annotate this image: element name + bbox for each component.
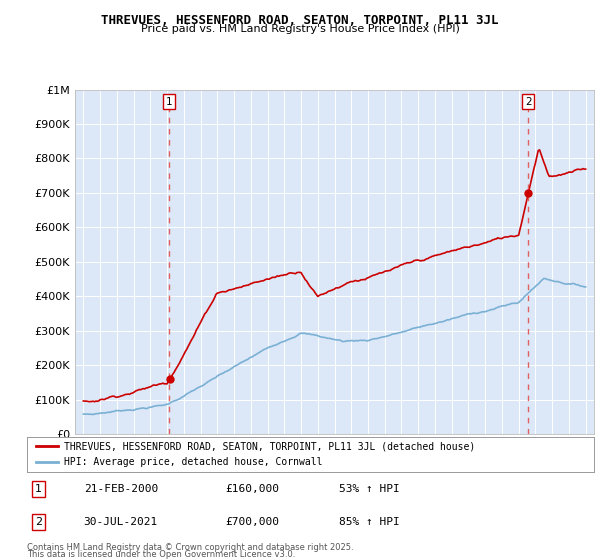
Text: THREVUES, HESSENFORD ROAD, SEATON, TORPOINT, PL11 3JL (detached house): THREVUES, HESSENFORD ROAD, SEATON, TORPO… bbox=[64, 441, 475, 451]
Text: HPI: Average price, detached house, Cornwall: HPI: Average price, detached house, Corn… bbox=[64, 457, 322, 467]
Text: 53% ↑ HPI: 53% ↑ HPI bbox=[339, 484, 400, 494]
Text: 2: 2 bbox=[525, 97, 532, 106]
Text: 2: 2 bbox=[35, 517, 42, 527]
Text: 1: 1 bbox=[35, 484, 42, 494]
Text: 21-FEB-2000: 21-FEB-2000 bbox=[84, 484, 158, 494]
Text: THREVUES, HESSENFORD ROAD, SEATON, TORPOINT, PL11 3JL: THREVUES, HESSENFORD ROAD, SEATON, TORPO… bbox=[101, 14, 499, 27]
Text: £160,000: £160,000 bbox=[226, 484, 280, 494]
Text: This data is licensed under the Open Government Licence v3.0.: This data is licensed under the Open Gov… bbox=[27, 550, 295, 559]
Text: 30-JUL-2021: 30-JUL-2021 bbox=[84, 517, 158, 527]
Text: £700,000: £700,000 bbox=[226, 517, 280, 527]
Text: Contains HM Land Registry data © Crown copyright and database right 2025.: Contains HM Land Registry data © Crown c… bbox=[27, 543, 353, 552]
Text: Price paid vs. HM Land Registry's House Price Index (HPI): Price paid vs. HM Land Registry's House … bbox=[140, 24, 460, 34]
Text: 85% ↑ HPI: 85% ↑ HPI bbox=[339, 517, 400, 527]
Text: 1: 1 bbox=[166, 97, 173, 106]
